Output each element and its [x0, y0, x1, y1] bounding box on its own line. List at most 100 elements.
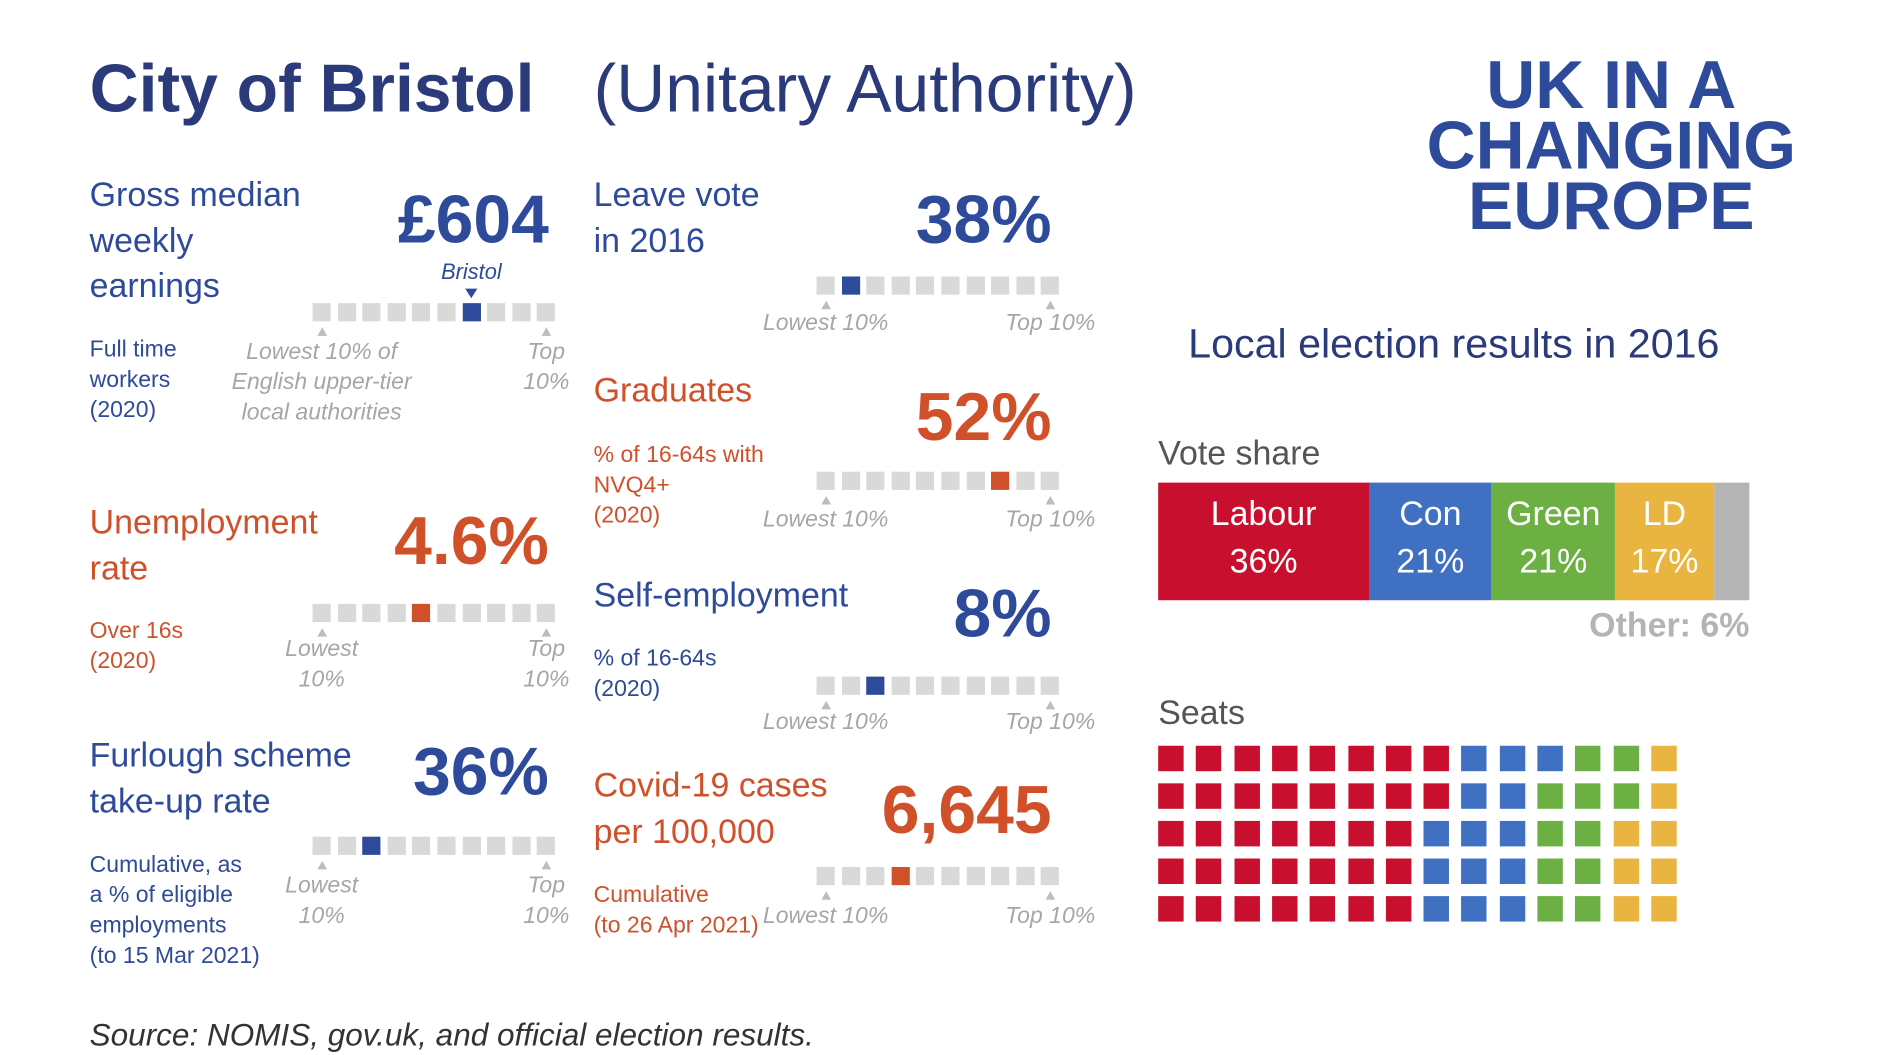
seat: [1347, 858, 1374, 884]
seat: [1196, 858, 1222, 884]
indicator-description: (2020): [89, 648, 157, 675]
decile-square: [941, 867, 960, 886]
decile-marker: [412, 603, 431, 623]
decile-square: [462, 603, 481, 623]
decile-square: [991, 276, 1010, 295]
seat: [1575, 783, 1601, 809]
seat: [1234, 896, 1260, 922]
decile-square: [816, 471, 835, 490]
decile-marker: [362, 836, 381, 855]
indicator-value: 8%: [953, 574, 1052, 652]
indicator-description: workers: [89, 367, 171, 393]
logo-line: CHANGING: [1426, 106, 1796, 184]
vote-bar: [1158, 482, 1369, 601]
decile-square: [1016, 867, 1035, 886]
seat: [1196, 745, 1222, 772]
seat: [1423, 896, 1450, 922]
seat: [1613, 783, 1639, 809]
indicator-title: Covid-19 cases: [593, 766, 828, 804]
decile-square: [487, 603, 506, 623]
seats-label: Seats: [1158, 693, 1245, 732]
vote-bar: [1368, 482, 1492, 601]
range-label: Top 10%: [1005, 709, 1096, 735]
decile-square: [816, 276, 835, 295]
decile-marker: [991, 471, 1010, 490]
seat: [1461, 858, 1487, 884]
seat: [1461, 820, 1487, 847]
seat: [1309, 896, 1336, 922]
seat: [1347, 896, 1374, 922]
range-arrow: [541, 327, 552, 336]
seat: [1537, 858, 1563, 884]
seat: [1158, 858, 1184, 884]
indicator-description: (to 26 Apr 2021): [593, 913, 759, 939]
indicator-description: NVQ4+: [593, 472, 670, 499]
seat: [1499, 745, 1525, 772]
seat: [1385, 820, 1412, 847]
seat: [1575, 820, 1601, 847]
decile-square: [337, 836, 356, 855]
seat: [1651, 820, 1677, 847]
decile-square: [941, 276, 960, 295]
seat: [1499, 858, 1525, 884]
seat: [1651, 858, 1677, 884]
seat: [1234, 783, 1260, 809]
seat: [1651, 745, 1677, 772]
logo-line: EUROPE: [1468, 167, 1755, 244]
indicator-title: per 100,000: [593, 811, 775, 850]
decile-square: [916, 276, 935, 295]
seat: [1309, 858, 1336, 884]
decile-marker: [462, 303, 481, 322]
seat: [1461, 745, 1487, 772]
decile-square: [462, 836, 481, 855]
range-arrow: [820, 891, 831, 900]
range-arrow: [316, 327, 327, 336]
decile-square: [891, 471, 910, 490]
indicator-value: 52%: [915, 378, 1052, 455]
decile-square: [891, 676, 910, 695]
indicator-value: 36%: [413, 732, 549, 809]
decile-square: [991, 867, 1010, 886]
seat: [1575, 896, 1601, 922]
decile-square: [816, 676, 835, 695]
range-label: Lowest 10%: [762, 310, 889, 336]
seat: [1385, 783, 1412, 809]
range-label: 10%: [523, 369, 570, 396]
decile-square: [841, 471, 860, 490]
decile-square: [512, 603, 531, 623]
range-label: Top: [527, 339, 566, 365]
marker-arrow: [465, 288, 478, 299]
decile-square: [866, 276, 885, 295]
segment-name: Labour: [1210, 494, 1317, 533]
indicator-title: Gross median: [89, 175, 301, 214]
decile-square: [916, 867, 935, 886]
seat: [1651, 783, 1677, 809]
seat: [1385, 858, 1412, 884]
range-label: Top 10%: [1005, 506, 1096, 533]
decile-square: [437, 303, 456, 322]
seat: [1196, 820, 1222, 847]
decile-square: [1041, 471, 1060, 490]
range-arrow: [820, 495, 831, 505]
range-label: Top 10%: [1005, 310, 1096, 336]
vote-bar: [1491, 482, 1615, 601]
segment-value: 36%: [1229, 542, 1298, 580]
range-arrow: [1045, 891, 1056, 900]
range-label: Top 10%: [1005, 903, 1096, 929]
indicator-title: take-up rate: [89, 781, 271, 820]
range-arrow: [1045, 700, 1056, 710]
decile-square: [337, 303, 356, 322]
decile-square: [916, 471, 935, 490]
segment-name: LD: [1642, 494, 1687, 533]
seat: [1613, 858, 1639, 884]
election-title: Local election results in 2016: [1188, 321, 1720, 368]
decile-square: [941, 676, 960, 695]
decile-square: [1041, 276, 1060, 295]
range-arrow: [820, 300, 831, 310]
page-title: City of Bristol: [89, 49, 535, 127]
decile-square: [1016, 276, 1035, 295]
range-label: 10%: [523, 903, 570, 929]
indicator-title: Unemployment: [89, 503, 318, 541]
decile-square: [412, 836, 431, 855]
